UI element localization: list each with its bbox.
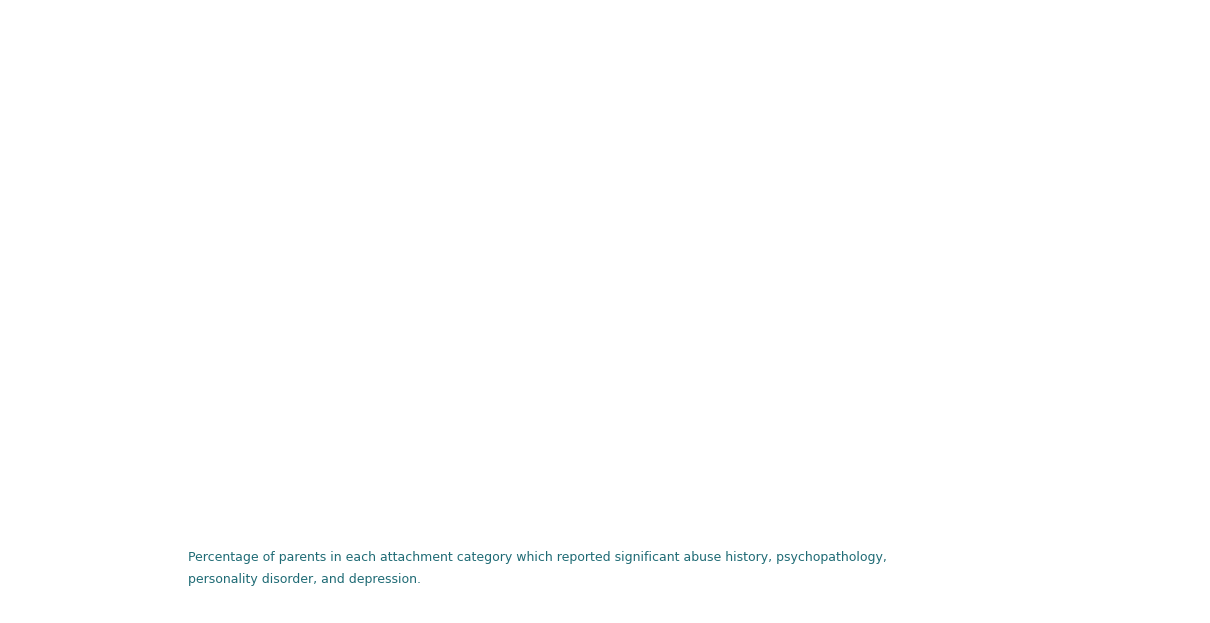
Bar <box>566 101 603 449</box>
Bar <box>474 219 511 449</box>
Bar <box>805 293 841 449</box>
Text: Figure 1: Figure 1 <box>88 565 148 578</box>
Bar <box>603 101 639 449</box>
Bar <box>236 358 272 449</box>
Text: personality disorder, and depression.: personality disorder, and depression. <box>188 573 421 586</box>
Legend: Dismissing, Preoccupied, Unresolved: Dismissing, Preoccupied, Unresolved <box>905 51 1047 150</box>
Bar <box>309 219 345 449</box>
Bar <box>732 435 768 449</box>
Bar <box>438 307 474 449</box>
Bar <box>768 239 805 449</box>
Text: Percentage of parents in each attachment category which reported significant abu: Percentage of parents in each attachment… <box>188 551 887 564</box>
Bar <box>402 435 438 449</box>
Bar <box>272 101 309 449</box>
Bar <box>639 145 675 449</box>
